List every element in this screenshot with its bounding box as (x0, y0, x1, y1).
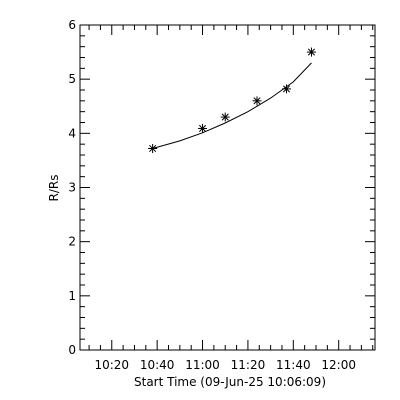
y-tick-label: 6 (68, 18, 76, 32)
fit-curve (152, 62, 312, 149)
y-tick-label: 1 (68, 289, 76, 303)
y-tick-label: 2 (68, 235, 76, 249)
x-tick-label: 10:20 (94, 358, 129, 372)
x-axis: 10:20 10:40 11:00 11:20 11:40 12:00 (88, 25, 374, 372)
x-axis-label: Start Time (09-Jun-25 10:06:09) (134, 375, 326, 389)
data-point (148, 144, 158, 153)
fit-curve-group (152, 62, 312, 149)
plot-frame (79, 24, 376, 351)
y-tick-label: 3 (68, 181, 76, 195)
data-point (282, 84, 291, 94)
data-points (148, 47, 316, 153)
y-tick-label: 0 (68, 343, 76, 357)
x-tick-label: 11:00 (185, 358, 220, 372)
plot-area (79, 24, 376, 351)
data-point (252, 96, 262, 106)
x-tick-label: 11:40 (276, 358, 311, 372)
data-point (220, 112, 230, 122)
x-tick-label: 11:20 (231, 358, 266, 372)
data-point (198, 123, 208, 133)
y-tick-label: 5 (68, 72, 76, 86)
y-axis: 0 1 2 3 4 5 6 (68, 18, 375, 357)
x-tick-label: 12:00 (321, 358, 356, 372)
y-axis-label: R/Rs (47, 175, 61, 202)
x-tick-label: 10:40 (140, 358, 175, 372)
data-point (306, 47, 316, 57)
y-tick-label: 4 (68, 126, 76, 140)
